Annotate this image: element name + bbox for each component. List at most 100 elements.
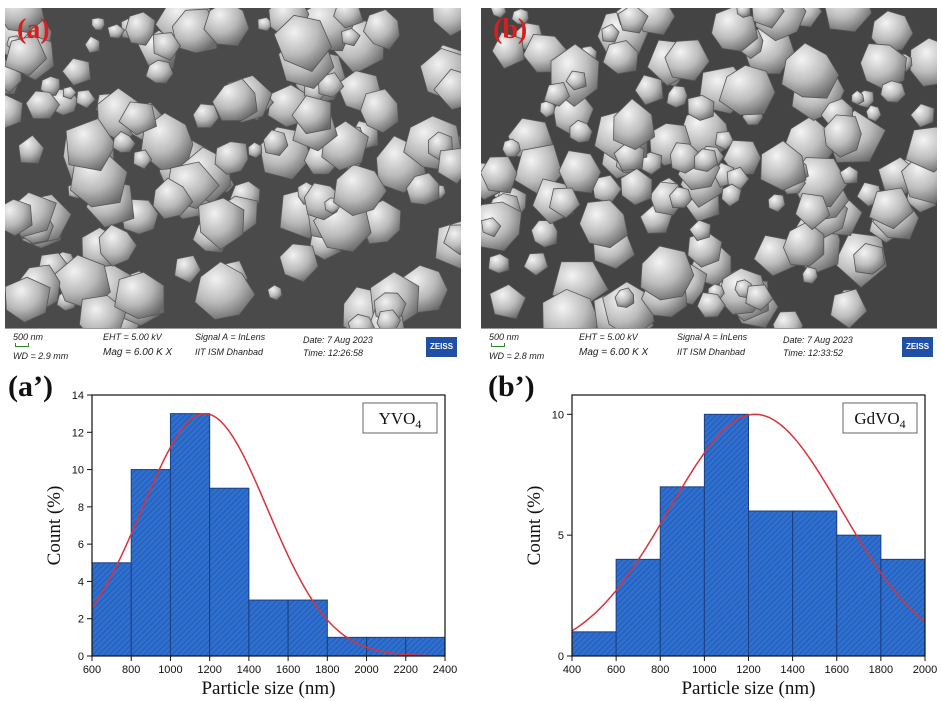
x-tick-label: 1000 — [692, 664, 716, 676]
sem-grain — [263, 129, 289, 157]
sem-grain — [839, 165, 859, 185]
legend-box — [842, 402, 918, 434]
legend-label: GdVO4 — [854, 409, 905, 431]
y-tick-label: 5 — [558, 530, 564, 542]
sem-grain — [523, 252, 549, 276]
sem-grain — [718, 64, 776, 116]
sem-grain — [25, 90, 60, 120]
y-tick-label: 6 — [78, 539, 84, 551]
sem-grain — [133, 149, 153, 170]
sem-grain — [481, 217, 502, 238]
histogram-bar — [615, 558, 661, 657]
plot-frame — [91, 394, 446, 657]
y-tick-label: 8 — [78, 502, 84, 514]
y-tick-label: 12 — [72, 427, 84, 439]
signal-value: Signal A = InLens — [195, 332, 266, 342]
sem-grain — [617, 8, 649, 34]
histogram-bar — [326, 636, 368, 657]
sem-grain — [824, 8, 873, 33]
sem-grain — [152, 177, 194, 220]
sem-grain — [601, 23, 620, 43]
sem-grain — [851, 89, 865, 105]
histogram-bar — [169, 413, 211, 657]
sem-grain — [333, 164, 388, 217]
histogram-svg-a: 600 800 1000 1200 1400 1600 1800 2000 2200 2400 0 2… — [44, 390, 457, 699]
sem-grain — [823, 114, 862, 158]
x-tick-label: 1400 — [237, 664, 261, 676]
eht-value: EHT = 5.00 kV — [103, 332, 162, 342]
x-tick-label: 600 — [83, 664, 101, 676]
sem-grain — [880, 80, 906, 103]
sem-grain — [488, 253, 510, 274]
sem-grain — [98, 224, 138, 267]
sem-grain — [40, 75, 61, 96]
x-tick-label: 2200 — [394, 664, 418, 676]
capture-time: Time: 12:26:58 — [303, 348, 363, 358]
x-tick-label: 1600 — [276, 664, 300, 676]
sem-grain — [620, 168, 653, 206]
magnification: Mag = 6.00 K X — [103, 347, 173, 358]
scale-bar — [491, 343, 505, 347]
x-tick-label: 600 — [607, 664, 625, 676]
legend-box — [362, 402, 438, 434]
sem-grain — [341, 27, 361, 47]
sem-grain — [18, 134, 45, 164]
histogram-bar — [880, 558, 926, 657]
sem-grain — [693, 148, 719, 172]
sem-grain — [539, 99, 556, 118]
y-tick-label: 0 — [78, 651, 84, 663]
sem-micrograph-b — [481, 8, 937, 328]
working-distance: WD = 2.8 mm — [489, 351, 545, 361]
sem-grain — [481, 201, 522, 252]
x-tick-label: 400 — [563, 664, 581, 676]
scale-bar-text: 500 nm — [489, 332, 520, 342]
y-tick-label: 4 — [78, 576, 84, 588]
sem-grain — [640, 245, 695, 301]
x-tick-label: 800 — [651, 664, 669, 676]
sem-grain — [107, 23, 126, 39]
legend-subscript: 4 — [415, 417, 421, 431]
sem-grain — [360, 88, 399, 134]
sem-grain — [696, 292, 726, 318]
sem-grain — [910, 103, 935, 128]
x-tick-label: 1600 — [825, 664, 849, 676]
sem-grain — [5, 276, 51, 323]
x-tick-label: 1200 — [197, 664, 221, 676]
histogram-bar — [366, 636, 407, 657]
sem-grain — [830, 288, 868, 328]
sem-grain — [666, 85, 688, 108]
x-axis-label: Particle size (nm) — [201, 678, 335, 699]
sem-grain — [432, 8, 461, 37]
sem-grain — [736, 8, 751, 18]
histogram-svg-b: 400 600 800 1000 1200 1400 1600 1800 2000 0 5 10 Par… — [524, 394, 937, 699]
sem-grain — [489, 283, 527, 320]
sem-grain — [751, 8, 785, 29]
eht-value: EHT = 5.00 kV — [579, 332, 638, 342]
sem-grain — [65, 118, 117, 172]
sem-grain — [78, 295, 127, 328]
sem-grain — [198, 197, 245, 251]
sem-grain — [347, 313, 375, 328]
sem-grain — [602, 40, 639, 75]
sem-grain — [267, 284, 283, 301]
histogram-bar — [209, 487, 250, 657]
sem-grain — [203, 8, 250, 47]
sem-grain — [711, 8, 759, 52]
sem-grain — [75, 89, 96, 109]
sem-grain — [112, 131, 136, 154]
histogram-b: 400 600 800 1000 1200 1400 1600 1800 2000 0 5 10 Par… — [480, 368, 940, 701]
sem-grain — [511, 8, 529, 26]
sem-grain — [145, 59, 174, 84]
capture-date: Date: 7 Aug 2023 — [783, 335, 853, 345]
sem-grain — [669, 186, 693, 209]
histogram-bar — [792, 510, 838, 657]
sem-grain — [490, 8, 507, 19]
sem-grain — [543, 82, 570, 107]
sem-grain — [909, 37, 937, 87]
signal-value: Signal A = InLens — [677, 332, 748, 342]
sem-grain — [114, 271, 165, 320]
gaussian-fit-line — [571, 413, 926, 632]
x-tick-label: 2000 — [354, 664, 378, 676]
x-tick-label: 2000 — [913, 664, 937, 676]
sem-grain — [61, 57, 92, 86]
